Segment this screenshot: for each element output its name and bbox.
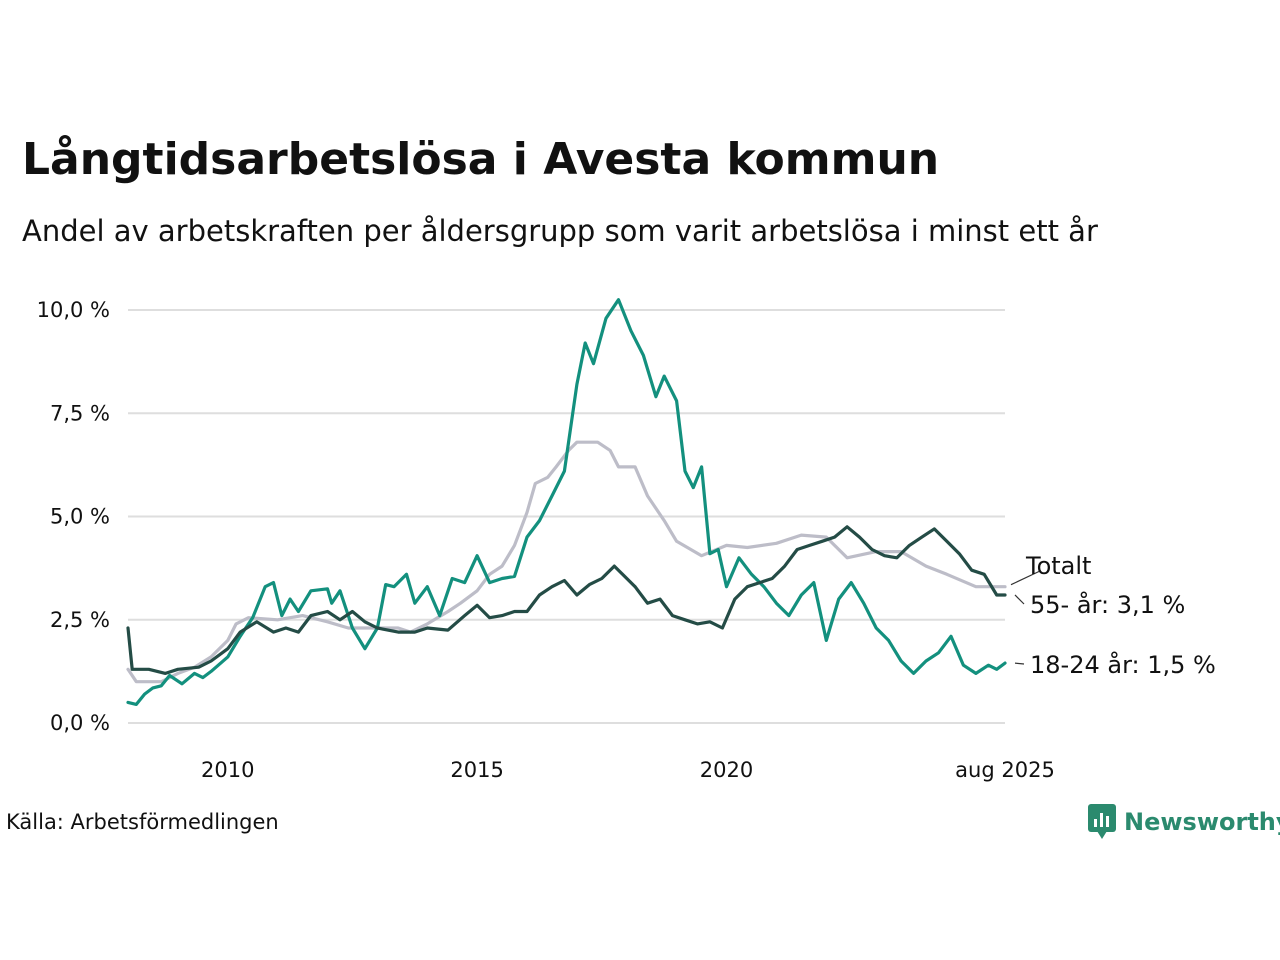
y-tick-label: 0,0 %	[50, 711, 110, 735]
source-note: Källa: Arbetsförmedlingen	[6, 810, 279, 834]
x-tick-label: 2015	[450, 758, 503, 782]
newsworthy-logo: Newsworthy	[1088, 804, 1280, 840]
x-tick-label: aug 2025	[955, 758, 1055, 782]
x-tick-label: 2010	[201, 758, 254, 782]
x-tick-label: 2020	[700, 758, 753, 782]
y-tick-label: 7,5 %	[50, 401, 110, 425]
chart-title: Långtidsarbetslösa i Avesta kommun	[22, 134, 940, 185]
series-line-old	[126, 525, 1007, 675]
newsworthy-logo-icon	[1088, 804, 1116, 839]
series-line-young	[126, 298, 1007, 706]
y-tick-label: 2,5 %	[50, 608, 110, 632]
label-leader-young	[1014, 662, 1025, 665]
y-tick-label: 5,0 %	[50, 505, 110, 529]
series-end-label: 18-24 år: 1,5 %	[1030, 650, 1216, 679]
label-leader-old	[1014, 594, 1025, 605]
brand-name: Newsworthy	[1124, 808, 1280, 836]
series-end-label: Totalt	[1025, 552, 1091, 580]
label-leader-total	[1010, 570, 1041, 586]
series-line-total	[126, 440, 1007, 684]
y-tick-label: 10,0 %	[37, 298, 110, 322]
chart-subtitle: Andel av arbetskraften per åldersgrupp s…	[22, 214, 1098, 248]
series-end-label: 55- år: 3,1 %	[1030, 590, 1185, 619]
